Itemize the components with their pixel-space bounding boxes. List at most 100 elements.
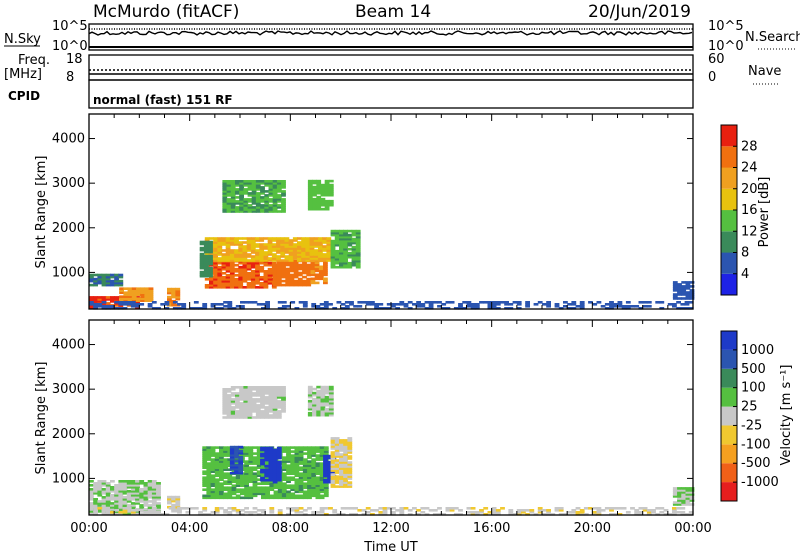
- range-gate-cell: [227, 472, 233, 475]
- range-gate-cell: [227, 488, 233, 491]
- range-gate-cell: [265, 462, 270, 465]
- range-gate-cell: [340, 513, 346, 516]
- range-gate-cell: [252, 480, 258, 483]
- range-gate-cell: [579, 303, 585, 306]
- range-gate-cell: [386, 307, 392, 310]
- range-gate-cell: [238, 276, 244, 279]
- range-gate-cell: [634, 305, 640, 308]
- range-gate-cell: [326, 237, 332, 240]
- range-gate-cell: [625, 305, 631, 308]
- range-gate-cell: [347, 255, 353, 259]
- range-gate-cell: [298, 511, 304, 514]
- range-gate-cell: [571, 307, 577, 310]
- range-gate-cell: [592, 507, 598, 510]
- range-gate-cell: [110, 504, 115, 507]
- range-gate-cell: [260, 190, 265, 193]
- range-gate-cell: [470, 511, 476, 514]
- range-gate-cell: [310, 277, 316, 281]
- range-gate-cell: [326, 257, 332, 260]
- range-gate-cell: [504, 301, 509, 304]
- range-gate-cell: [252, 462, 258, 465]
- range-gate-cell: [93, 502, 98, 505]
- range-gate-cell: [319, 466, 325, 469]
- range-gate-cell: [267, 243, 273, 246]
- range-gate-cell: [302, 492, 308, 496]
- range-gate-cell: [313, 257, 319, 260]
- range-gate-cell: [268, 472, 274, 476]
- range-gate-cell: [315, 472, 321, 475]
- range-gate-cell: [265, 494, 270, 498]
- range-gate-cell: [320, 387, 326, 391]
- range-gate-cell: [239, 410, 244, 413]
- range-gate-cell: [238, 445, 244, 449]
- range-gate-cell: [323, 460, 328, 464]
- range-gate-cell: [136, 289, 141, 292]
- range-gate-cell: [255, 416, 261, 419]
- range-gate-cell: [307, 189, 313, 193]
- range-gate-cell: [222, 412, 228, 415]
- range-gate-cell: [130, 488, 136, 491]
- range-gate-cell: [230, 184, 236, 187]
- range-gate-cell: [206, 488, 212, 491]
- range-gate-cell: [151, 480, 157, 483]
- range-gate-cell: [276, 206, 282, 209]
- range-gate-cell: [298, 472, 304, 475]
- range-gate-cell: [268, 458, 274, 462]
- range-gate-cell: [264, 198, 270, 201]
- range-gate-cell: [312, 411, 317, 415]
- range-gate-cell: [316, 395, 322, 399]
- range-gate-cell: [297, 237, 302, 240]
- range-gate-cell: [288, 241, 294, 244]
- range-gate-cell: [276, 247, 281, 250]
- range-gate-cell: [311, 466, 317, 469]
- range-gate-cell: [470, 307, 476, 310]
- range-gate-cell: [251, 404, 257, 407]
- range-gate-cell: [617, 303, 623, 306]
- range-gate-cell: [286, 476, 291, 479]
- range-gate-cell: [328, 183, 334, 187]
- range-gate-cell: [288, 247, 294, 250]
- range-gate-cell: [243, 388, 249, 391]
- range-gate-cell: [328, 507, 333, 510]
- range-gate-cell: [110, 305, 115, 308]
- range-gate-cell: [298, 448, 304, 451]
- range-gate-cell: [210, 480, 216, 483]
- range-gate-cell: [229, 255, 235, 258]
- range-gate-cell: [101, 307, 107, 310]
- range-gate-cell: [330, 443, 336, 446]
- range-gate-cell: [222, 180, 228, 183]
- range-gate-cell: [391, 513, 396, 516]
- range-gate-cell: [343, 451, 348, 454]
- range-gate-cell: [314, 269, 320, 273]
- range-gate-cell: [239, 196, 244, 199]
- range-gate-cell: [202, 307, 208, 310]
- range-gate-cell: [181, 305, 187, 308]
- range-gate-cell: [302, 513, 308, 516]
- range-gate-cell: [235, 184, 240, 187]
- range-gate-cell: [89, 512, 94, 515]
- range-gate-cell: [437, 301, 442, 304]
- range-gate-cell: [689, 289, 695, 292]
- range-gate-cell: [210, 494, 216, 498]
- range-gate-cell: [248, 476, 254, 479]
- range-gate-cell: [316, 199, 322, 203]
- range-gate-cell: [268, 186, 274, 189]
- range-gate-cell: [246, 286, 252, 289]
- range-gate-cell: [491, 513, 497, 516]
- range-gate-cell: [217, 257, 223, 260]
- range-gate-cell: [206, 513, 212, 516]
- range-gate-cell: [298, 301, 304, 304]
- range-gate-cell: [260, 206, 265, 209]
- range-gate-cell: [131, 297, 137, 300]
- range-gate-cell: [412, 303, 417, 306]
- range-gate-cell: [320, 203, 326, 207]
- range-gate-cell: [276, 456, 282, 460]
- range-gate-cell: [225, 251, 231, 254]
- range-gate-cell: [343, 465, 348, 468]
- range-gate-cell: [139, 506, 145, 509]
- range-gate-cell: [240, 307, 245, 310]
- range-gate-cell: [307, 496, 312, 500]
- range-gate-cell: [234, 241, 239, 244]
- range-gate-cell: [281, 404, 286, 407]
- range-gate-cell: [147, 504, 153, 507]
